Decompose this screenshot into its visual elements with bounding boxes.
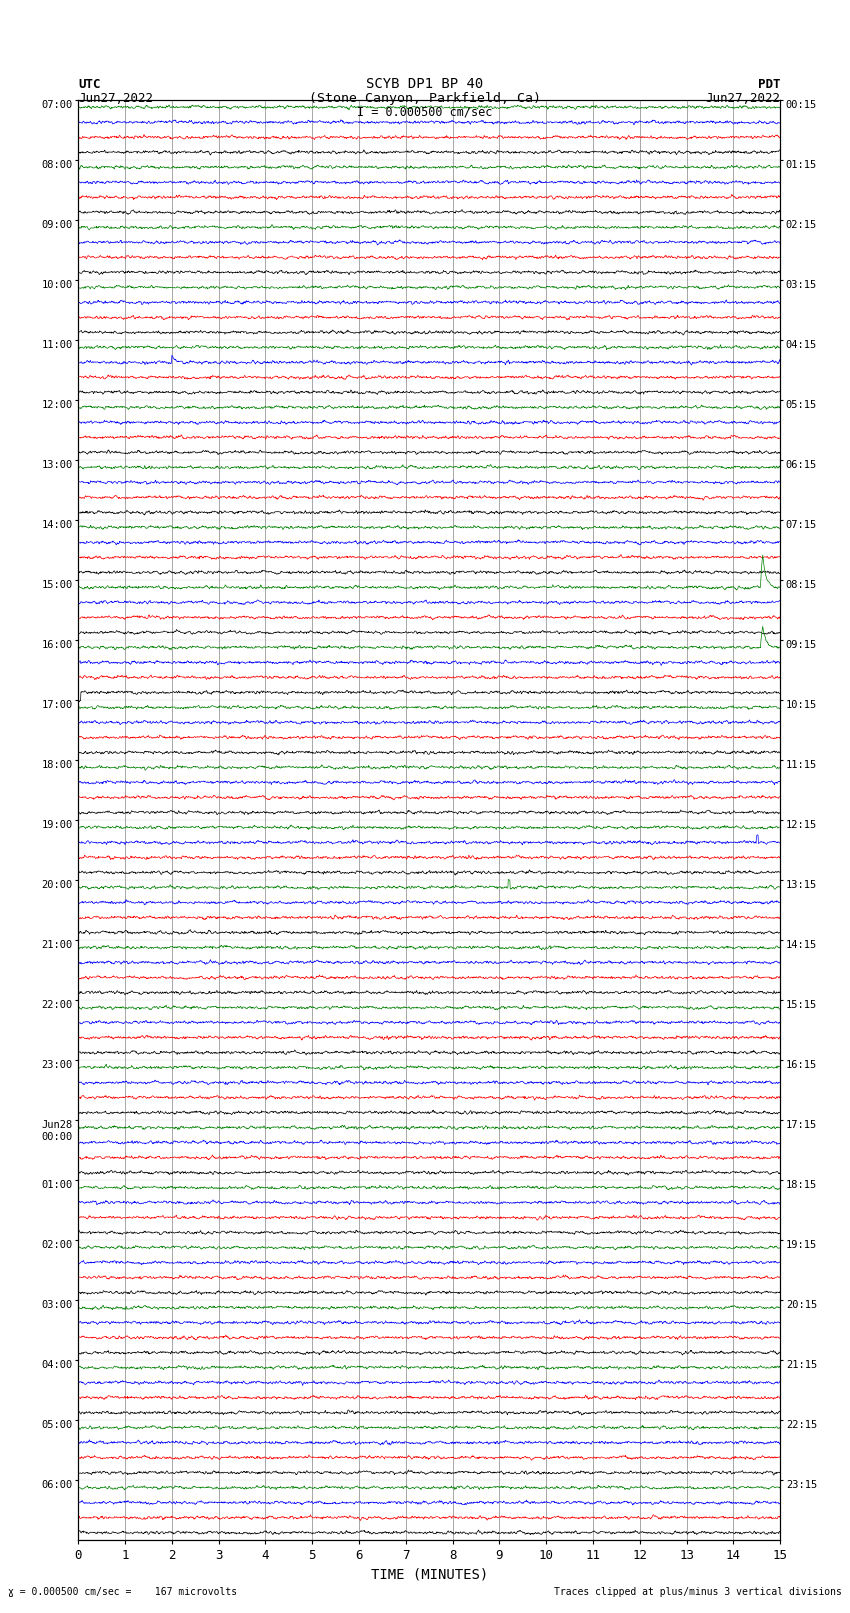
Text: SCYB DP1 BP 40: SCYB DP1 BP 40: [366, 77, 484, 90]
Text: Traces clipped at plus/minus 3 vertical divisions: Traces clipped at plus/minus 3 vertical …: [553, 1587, 842, 1597]
Text: (Stone Canyon, Parkfield, Ca): (Stone Canyon, Parkfield, Ca): [309, 92, 541, 105]
Text: PDT: PDT: [758, 77, 780, 90]
X-axis label: TIME (MINUTES): TIME (MINUTES): [371, 1568, 488, 1582]
Text: UTC: UTC: [78, 77, 100, 90]
Text: I = 0.000500 cm/sec: I = 0.000500 cm/sec: [357, 105, 493, 119]
Text: Jun27,2022: Jun27,2022: [706, 92, 780, 105]
Text: ɣ = 0.000500 cm/sec =    167 microvolts: ɣ = 0.000500 cm/sec = 167 microvolts: [8, 1587, 238, 1597]
Text: Jun27,2022: Jun27,2022: [78, 92, 153, 105]
